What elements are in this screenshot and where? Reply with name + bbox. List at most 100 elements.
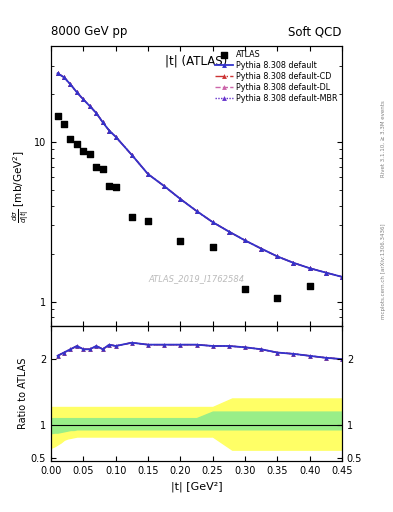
ATLAS <box>106 182 112 190</box>
ATLAS <box>145 217 151 225</box>
Pythia 8.308 default-CD <box>226 228 231 234</box>
Pythia 8.308 default-DL <box>275 253 280 260</box>
Pythia 8.308 default-CD <box>178 196 183 202</box>
Pythia 8.308 default-DL <box>62 74 66 80</box>
Line: Pythia 8.308 default-MBR: Pythia 8.308 default-MBR <box>55 71 344 279</box>
Pythia 8.308 default <box>113 134 118 140</box>
Pythia 8.308 default-MBR <box>242 237 247 243</box>
Pythia 8.308 default-MBR <box>210 219 215 225</box>
Pythia 8.308 default-MBR <box>130 152 134 158</box>
Pythia 8.308 default-CD <box>55 70 60 76</box>
Pythia 8.308 default-CD <box>101 119 105 125</box>
Pythia 8.308 default-DL <box>210 219 215 225</box>
Pythia 8.308 default <box>88 103 92 109</box>
Pythia 8.308 default-MBR <box>81 96 86 102</box>
X-axis label: |t| [GeV²]: |t| [GeV²] <box>171 481 222 492</box>
Y-axis label: Ratio to ATLAS: Ratio to ATLAS <box>18 358 28 429</box>
ATLAS <box>80 147 86 155</box>
Pythia 8.308 default-MBR <box>62 74 66 80</box>
Pythia 8.308 default-DL <box>226 228 231 234</box>
Pythia 8.308 default-MBR <box>101 119 105 125</box>
Pythia 8.308 default-DL <box>113 134 118 140</box>
ATLAS <box>100 165 106 173</box>
Pythia 8.308 default-DL <box>340 274 344 280</box>
Pythia 8.308 default-MBR <box>259 245 263 251</box>
ATLAS <box>242 285 248 293</box>
Y-axis label: $\frac{d\sigma}{d|t|}$ $\left[\mathrm{mb/GeV}^2\right]$: $\frac{d\sigma}{d|t|}$ $\left[\mathrm{mb… <box>11 150 31 223</box>
Pythia 8.308 default <box>210 219 215 225</box>
Pythia 8.308 default-DL <box>88 103 92 109</box>
Pythia 8.308 default <box>291 260 296 266</box>
Pythia 8.308 default <box>307 265 312 271</box>
Pythia 8.308 default <box>130 152 134 158</box>
Pythia 8.308 default-CD <box>75 89 79 95</box>
Pythia 8.308 default-MBR <box>75 89 79 95</box>
Pythia 8.308 default-MBR <box>226 228 231 234</box>
ATLAS <box>307 282 313 290</box>
Pythia 8.308 default-MBR <box>94 110 99 116</box>
Pythia 8.308 default-DL <box>94 110 99 116</box>
Pythia 8.308 default-MBR <box>55 70 60 76</box>
Pythia 8.308 default-DL <box>259 245 263 251</box>
ATLAS <box>93 163 99 171</box>
Pythia 8.308 default <box>275 253 280 260</box>
Pythia 8.308 default <box>162 183 167 189</box>
Pythia 8.308 default-CD <box>88 103 92 109</box>
ATLAS <box>112 183 119 191</box>
Pythia 8.308 default-DL <box>107 127 112 134</box>
Pythia 8.308 default <box>81 96 86 102</box>
Pythia 8.308 default-CD <box>146 171 151 177</box>
Pythia 8.308 default <box>107 127 112 134</box>
Pythia 8.308 default-CD <box>340 274 344 280</box>
Pythia 8.308 default-CD <box>107 127 112 134</box>
Pythia 8.308 default <box>340 274 344 280</box>
Line: Pythia 8.308 default-DL: Pythia 8.308 default-DL <box>55 71 344 279</box>
Pythia 8.308 default <box>259 245 263 251</box>
Pythia 8.308 default-DL <box>68 81 73 88</box>
Pythia 8.308 default <box>226 228 231 234</box>
Pythia 8.308 default-DL <box>162 183 167 189</box>
Pythia 8.308 default-CD <box>81 96 86 102</box>
ATLAS <box>54 112 61 120</box>
Pythia 8.308 default-DL <box>307 265 312 271</box>
Pythia 8.308 default-MBR <box>178 196 183 202</box>
Text: ATLAS_2019_I1762584: ATLAS_2019_I1762584 <box>149 274 244 283</box>
Pythia 8.308 default-DL <box>323 269 328 275</box>
Pythia 8.308 default <box>194 208 199 214</box>
Pythia 8.308 default-MBR <box>307 265 312 271</box>
Pythia 8.308 default-DL <box>242 237 247 243</box>
Pythia 8.308 default-DL <box>291 260 296 266</box>
Pythia 8.308 default <box>101 119 105 125</box>
Pythia 8.308 default <box>68 81 73 88</box>
Pythia 8.308 default-MBR <box>291 260 296 266</box>
Pythia 8.308 default-CD <box>323 269 328 275</box>
ATLAS <box>209 243 216 251</box>
Pythia 8.308 default-DL <box>81 96 86 102</box>
Pythia 8.308 default-DL <box>55 70 60 76</box>
Text: |t| (ATLAS): |t| (ATLAS) <box>165 54 228 68</box>
Pythia 8.308 default-MBR <box>275 253 280 260</box>
ATLAS <box>87 150 93 158</box>
Pythia 8.308 default <box>62 74 66 80</box>
Pythia 8.308 default <box>146 171 151 177</box>
Pythia 8.308 default-MBR <box>113 134 118 140</box>
ATLAS <box>74 139 80 147</box>
Pythia 8.308 default-CD <box>68 81 73 88</box>
Pythia 8.308 default-MBR <box>146 171 151 177</box>
Pythia 8.308 default <box>55 70 60 76</box>
Line: Pythia 8.308 default: Pythia 8.308 default <box>55 71 344 279</box>
Text: Rivet 3.1.10, ≥ 3.3M events: Rivet 3.1.10, ≥ 3.3M events <box>381 100 386 177</box>
Pythia 8.308 default <box>242 237 247 243</box>
Pythia 8.308 default-DL <box>75 89 79 95</box>
Pythia 8.308 default-CD <box>210 219 215 225</box>
Pythia 8.308 default-DL <box>130 152 134 158</box>
Pythia 8.308 default <box>178 196 183 202</box>
ATLAS <box>61 120 67 128</box>
Pythia 8.308 default-CD <box>130 152 134 158</box>
Pythia 8.308 default-CD <box>113 134 118 140</box>
Pythia 8.308 default-MBR <box>194 208 199 214</box>
Pythia 8.308 default-MBR <box>68 81 73 88</box>
Legend: ATLAS, Pythia 8.308 default, Pythia 8.308 default-CD, Pythia 8.308 default-DL, P: ATLAS, Pythia 8.308 default, Pythia 8.30… <box>214 49 340 105</box>
Pythia 8.308 default-CD <box>307 265 312 271</box>
ATLAS <box>129 212 135 221</box>
